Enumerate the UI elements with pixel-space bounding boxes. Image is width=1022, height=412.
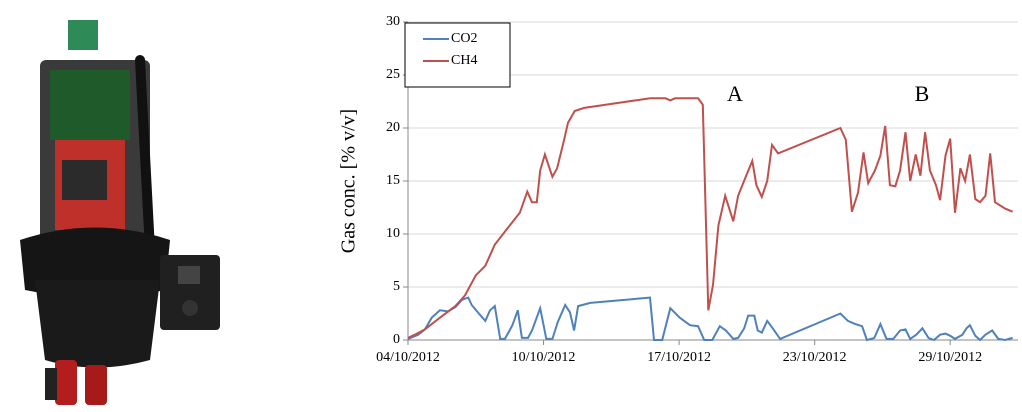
y-tick-label: 25 bbox=[386, 67, 400, 82]
y-tick-label: 20 bbox=[386, 120, 400, 135]
y-axis-label: Gas conc. [% v/v] bbox=[338, 109, 360, 253]
legend-label: CH4 bbox=[451, 53, 477, 68]
y-tick-label: 0 bbox=[393, 332, 400, 347]
y-tick-label: 10 bbox=[386, 226, 400, 241]
x-tick-label: 10/10/2012 bbox=[512, 350, 576, 365]
y-tick-label: 5 bbox=[393, 279, 400, 294]
x-tick-label: 23/10/2012 bbox=[783, 350, 847, 365]
figure: Gas conc. [% v/v] A B 0 5 10 15 20 25 30 04/10/… bbox=[0, 0, 1022, 412]
annotation: B bbox=[915, 81, 930, 106]
series-line bbox=[408, 98, 1013, 338]
legend-label: CO2 bbox=[451, 31, 477, 46]
y-tick-label: 30 bbox=[386, 14, 400, 29]
x-tick-label: 29/10/2012 bbox=[918, 350, 982, 365]
device-photo bbox=[20, 20, 220, 405]
y-tick-label: 15 bbox=[386, 173, 400, 188]
annotation: A bbox=[727, 81, 743, 106]
x-tick-label: 04/10/2012 bbox=[376, 350, 440, 365]
x-tick-label: 17/10/2012 bbox=[647, 350, 711, 365]
page: Gas conc. [% v/v] A B 0 5 10 15 20 25 30 04/10/… bbox=[0, 0, 1022, 412]
